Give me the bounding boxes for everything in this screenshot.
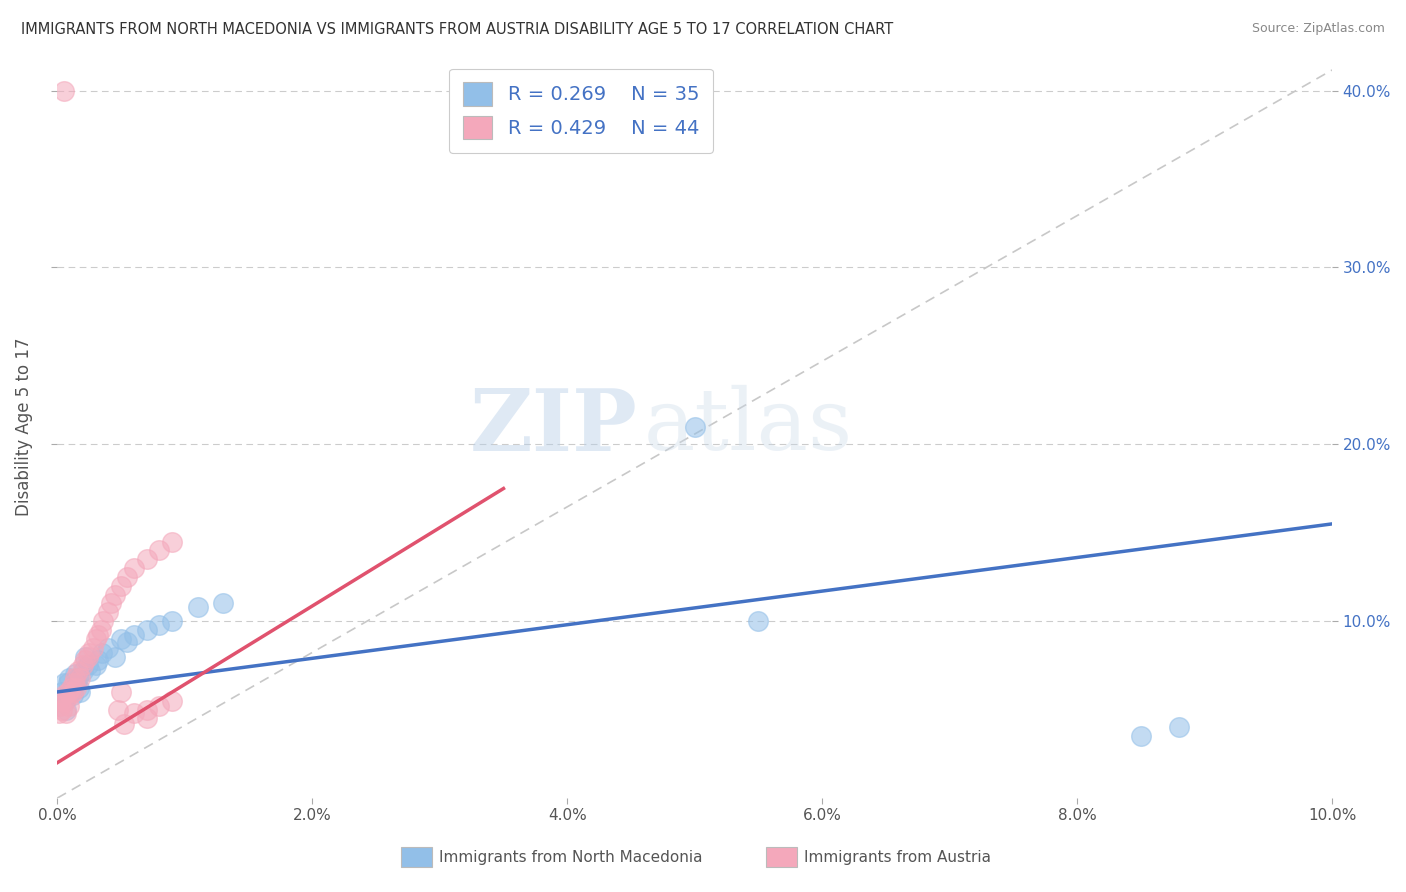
Point [51, 703, 73, 717]
Point [63, 671, 86, 685]
Text: Immigrants from North Macedonia: Immigrants from North Macedonia [439, 850, 702, 864]
Point [90, 646, 112, 660]
Point [62, 689, 84, 703]
Point [148, 617, 170, 632]
Point [122, 561, 145, 575]
Point [104, 588, 127, 602]
Point [117, 635, 139, 649]
Point [148, 699, 170, 714]
Point [87, 628, 110, 642]
Point [66, 671, 89, 685]
Point [75, 649, 97, 664]
Text: atlas: atlas [644, 385, 853, 468]
Point [100, 597, 122, 611]
Point [53, 694, 76, 708]
Point [82, 640, 104, 655]
Point [122, 706, 145, 721]
Point [75, 653, 97, 667]
Point [135, 552, 157, 566]
Point [135, 711, 157, 725]
Point [72, 664, 94, 678]
Point [58, 699, 80, 714]
Point [1129, 729, 1152, 743]
Point [122, 628, 145, 642]
Point [104, 649, 127, 664]
Point [58, 671, 80, 685]
Point [135, 703, 157, 717]
Point [53, 694, 76, 708]
Point [59, 689, 82, 703]
Point [77, 649, 100, 664]
Point [212, 597, 235, 611]
Point [49, 694, 72, 708]
Text: Source: ZipAtlas.com: Source: ZipAtlas.com [1251, 22, 1385, 36]
Point [77, 646, 100, 660]
Point [91, 614, 114, 628]
Point [56, 676, 79, 690]
Point [48, 706, 70, 721]
Point [63, 667, 86, 681]
Point [186, 600, 208, 615]
Point [49, 699, 72, 714]
Point [87, 653, 110, 667]
Point [117, 570, 139, 584]
Point [51, 685, 73, 699]
Point [72, 658, 94, 673]
Point [66, 664, 89, 678]
Point [160, 694, 183, 708]
Point [52, 676, 75, 690]
Point [63, 676, 86, 690]
Point [79, 664, 101, 678]
Point [59, 685, 82, 699]
Point [112, 716, 135, 731]
Point [148, 543, 170, 558]
Y-axis label: Disability Age 5 to 17: Disability Age 5 to 17 [15, 337, 32, 516]
Point [97, 605, 120, 619]
Point [52, 689, 75, 703]
Point [683, 419, 706, 434]
Point [90, 623, 112, 637]
Point [67, 681, 90, 696]
Point [55, 706, 77, 721]
Point [69, 685, 91, 699]
Point [60, 681, 83, 696]
Point [97, 640, 120, 655]
Point [49, 694, 72, 708]
Point [69, 671, 91, 685]
Point [65, 676, 87, 690]
Point [56, 685, 79, 699]
Point [62, 685, 84, 699]
Text: Immigrants from Austria: Immigrants from Austria [804, 850, 991, 864]
Text: ZIP: ZIP [470, 384, 637, 468]
Legend: R = 0.269    N = 35, R = 0.429    N = 44: R = 0.269 N = 35, R = 0.429 N = 44 [450, 69, 713, 153]
Point [107, 703, 129, 717]
Point [84, 658, 107, 673]
Point [135, 623, 157, 637]
Point [160, 534, 183, 549]
Point [84, 632, 107, 646]
Point [110, 685, 132, 699]
Point [52, 83, 75, 97]
Point [65, 681, 87, 696]
Point [160, 614, 183, 628]
Point [55, 703, 77, 717]
Point [1168, 720, 1191, 734]
Point [110, 579, 132, 593]
Point [747, 614, 769, 628]
Text: IMMIGRANTS FROM NORTH MACEDONIA VS IMMIGRANTS FROM AUSTRIA DISABILITY AGE 5 TO 1: IMMIGRANTS FROM NORTH MACEDONIA VS IMMIG… [21, 22, 893, 37]
Point [110, 632, 132, 646]
Point [77, 658, 100, 673]
